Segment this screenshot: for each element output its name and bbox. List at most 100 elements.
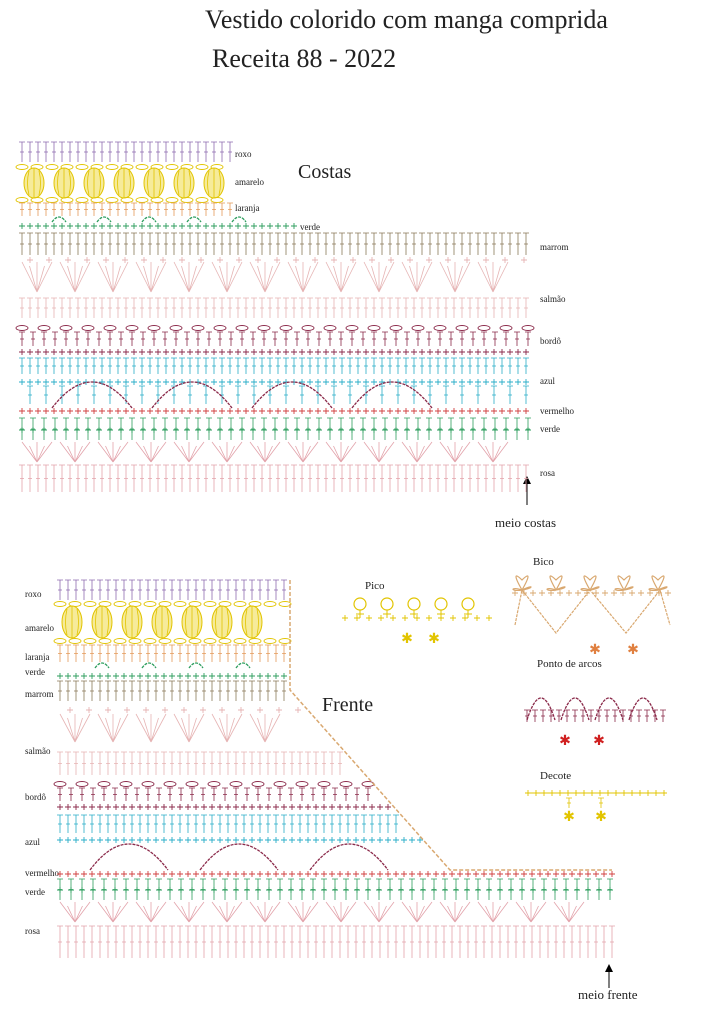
stitch xyxy=(371,331,377,346)
stitch xyxy=(244,787,250,801)
stitch xyxy=(437,331,443,346)
stitch xyxy=(483,408,489,414)
stitch xyxy=(257,871,263,877)
stitch xyxy=(163,232,169,255)
stitch xyxy=(81,644,87,662)
stitch xyxy=(385,871,391,877)
stitch xyxy=(371,379,377,385)
stitch xyxy=(211,441,243,463)
row-label: bordô xyxy=(25,792,46,802)
stitch xyxy=(135,901,167,923)
stitch xyxy=(67,408,73,414)
stitch xyxy=(467,349,473,355)
stitch xyxy=(390,615,396,621)
stitch xyxy=(395,408,401,414)
stitch xyxy=(449,925,455,958)
stitch xyxy=(612,709,618,722)
stitch xyxy=(411,232,417,255)
stitch xyxy=(173,261,205,293)
stitch xyxy=(459,385,465,404)
stitch xyxy=(508,887,514,893)
stitch xyxy=(233,680,239,701)
stitch xyxy=(222,787,228,801)
row-label: vermelho xyxy=(25,868,59,878)
stitch xyxy=(273,804,279,810)
stitch xyxy=(491,232,497,255)
stitch xyxy=(403,297,409,318)
stitch xyxy=(137,837,143,843)
stitch xyxy=(539,590,545,596)
stitch xyxy=(89,925,95,958)
stitch xyxy=(147,297,153,318)
stitch xyxy=(354,887,360,893)
stitch xyxy=(321,751,327,775)
stitch xyxy=(347,408,353,414)
stitch xyxy=(499,325,513,331)
stitch xyxy=(145,787,151,801)
stitch xyxy=(353,837,359,843)
stitch xyxy=(123,232,129,255)
stitch xyxy=(355,408,361,414)
stitch xyxy=(177,673,183,679)
stitch xyxy=(288,887,294,893)
stitch xyxy=(143,707,149,713)
stitch xyxy=(140,331,146,346)
stitch xyxy=(19,379,25,385)
stitch xyxy=(523,297,529,318)
stitch xyxy=(355,464,361,492)
stitch xyxy=(75,385,81,404)
stitch xyxy=(323,408,329,414)
stitch xyxy=(97,713,129,743)
stitch xyxy=(219,202,225,216)
stitch xyxy=(277,787,283,801)
stitch xyxy=(233,804,239,810)
stitch xyxy=(89,680,95,701)
stitch xyxy=(419,408,425,414)
stitch xyxy=(275,379,281,385)
stitch xyxy=(219,707,225,713)
stitch xyxy=(30,331,36,346)
row-label: laranja xyxy=(235,203,259,213)
stitch xyxy=(377,925,383,958)
stitch xyxy=(27,349,33,355)
stitch xyxy=(305,751,311,775)
stitch xyxy=(426,331,432,346)
stitch xyxy=(638,590,644,596)
stitch xyxy=(219,357,225,374)
stitch xyxy=(243,408,249,414)
stitch xyxy=(515,379,521,385)
stitch xyxy=(123,887,129,893)
stitch xyxy=(219,141,225,162)
stitch xyxy=(57,814,63,833)
stitch xyxy=(307,464,313,492)
stitch xyxy=(65,673,71,679)
stitch xyxy=(187,223,193,229)
stitch xyxy=(115,379,121,385)
stitch xyxy=(207,168,221,198)
stitch xyxy=(486,887,492,893)
stitch xyxy=(35,297,41,318)
stitch xyxy=(310,887,316,893)
stitch xyxy=(331,232,337,255)
stitch xyxy=(241,837,247,843)
stitch xyxy=(315,379,321,385)
stitch xyxy=(75,141,81,162)
stitch xyxy=(647,590,653,596)
stitch xyxy=(521,257,527,263)
stitch xyxy=(557,590,563,596)
stitch xyxy=(151,331,157,346)
stitch xyxy=(235,325,249,331)
stitch xyxy=(437,427,443,433)
stitch xyxy=(19,408,25,414)
stitch xyxy=(87,168,101,198)
stitch xyxy=(483,357,489,374)
stitch xyxy=(327,427,333,433)
stitch xyxy=(35,357,41,374)
stitch xyxy=(147,202,153,216)
stitch xyxy=(227,464,233,492)
stitch xyxy=(249,441,281,463)
stitch xyxy=(137,871,143,877)
stitch xyxy=(74,331,80,346)
stitch xyxy=(97,837,103,843)
stitch xyxy=(158,638,172,644)
